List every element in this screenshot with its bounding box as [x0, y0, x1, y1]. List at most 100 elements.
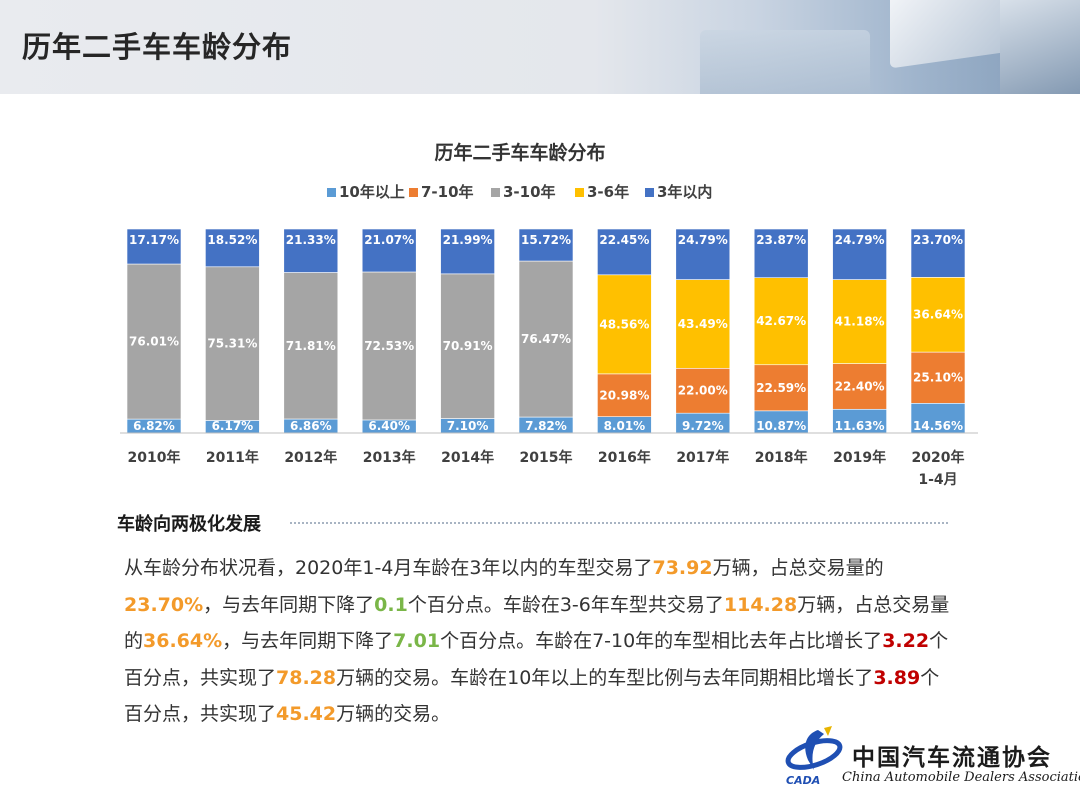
data-label: 9.72%: [682, 419, 724, 433]
bar-segment: [126, 228, 182, 265]
data-label: 75.31%: [207, 337, 257, 351]
dotted-divider: [290, 522, 948, 524]
data-label: 22.59%: [756, 381, 806, 395]
analysis-paragraph: 从车龄分布状况看，2020年1-4月车龄在3年以内的车型交易了73.92万辆，占…: [124, 550, 954, 733]
x-tick-label: 2015年: [520, 449, 573, 466]
bar-segment: [675, 228, 731, 280]
cada-emblem-icon: [785, 726, 843, 770]
body-text-10: 个百分点，共实现了: [124, 666, 940, 726]
data-label: 71.81%: [286, 339, 336, 353]
body-text-4: 个百分点。车龄在3-6年车型共交易了: [407, 593, 724, 616]
legend-item: 7-10年: [409, 183, 474, 201]
data-label: 11.63%: [835, 419, 885, 433]
chart-title: 历年二手车车龄分布: [434, 141, 605, 164]
data-label: 10.87%: [756, 419, 806, 433]
data-label: 48.56%: [599, 317, 649, 331]
bar-segment: [910, 228, 966, 278]
bar-segment: [518, 228, 574, 262]
x-tick-label: 2014年: [441, 449, 494, 466]
x-axis-ticks: 2010年 2011年 2012年 2013年 2014年 2015年 2016年 2017年…: [128, 449, 965, 488]
data-label: 43.49%: [678, 317, 728, 331]
bar-segment: [126, 263, 182, 420]
x-tick-label: 2010年: [128, 449, 181, 466]
page-title: 历年二手车车龄分布: [22, 30, 293, 64]
data-label: 21.07%: [364, 233, 414, 247]
bar-segment: [910, 351, 966, 404]
body-text-6: ，与去年同期下降了: [222, 630, 394, 652]
value-3yr-share: 23.70%: [124, 593, 204, 616]
logo-chinese-name: 中国汽车流通协会: [852, 744, 1052, 771]
x-tick-label: 2011年: [206, 449, 259, 466]
value-3-6yr-decline: 7.01: [393, 630, 441, 652]
data-label: 21.99%: [443, 233, 493, 247]
bar-segment: [518, 260, 574, 418]
legend-swatch: [645, 188, 654, 197]
bar-segment: [283, 272, 339, 420]
data-label: 21.33%: [286, 233, 336, 247]
legend-item: 3-10年: [491, 183, 556, 201]
data-label: 8.01%: [604, 419, 646, 433]
legend-swatch: [575, 188, 584, 197]
bar-segment: [597, 228, 652, 276]
data-label: 6.40%: [368, 419, 410, 433]
stacked-bar-chart: 历年二手车车龄分布 10年以上 7-10年 3-10年 3-6年 3年以内 6.82% 7…: [120, 141, 978, 488]
data-label: 6.86%: [290, 419, 332, 433]
body-text-1: 从车龄分布状况看，2020年1-4月车龄在3年以内的车型交易了: [124, 557, 653, 579]
cada-logo: CADA 中国汽车流通协会 China Automobile Dealers A…: [784, 724, 1080, 793]
body-text-5: 万辆，占总交易量的: [124, 593, 950, 653]
chart-bars: 6.82% 76.01% 17.17% 6.17% 75.31% 18.52% 6.86% 7…: [126, 228, 966, 434]
legend-swatch: [327, 188, 336, 197]
x-tick-label: 2019年: [833, 449, 886, 466]
data-label: 70.91%: [443, 339, 493, 353]
data-label: 18.52%: [207, 233, 257, 247]
x-tick-label: 2013年: [363, 449, 416, 466]
data-label: 15.72%: [521, 233, 571, 247]
legend-label: 3年以内: [657, 183, 712, 201]
legend-swatch: [409, 188, 418, 197]
legend-label: 3-6年: [587, 183, 629, 201]
data-label: 76.47%: [521, 332, 571, 346]
decorative-cube: [700, 30, 870, 94]
data-label: 22.40%: [835, 379, 885, 393]
data-label: 7.10%: [447, 419, 489, 433]
section-heading: 车龄向两极化发展: [117, 514, 261, 535]
bar-segment: [753, 277, 809, 366]
legend-item: 10年以上: [327, 183, 405, 201]
x-tick-label: 2012年: [284, 449, 337, 466]
data-label: 25.10%: [913, 371, 963, 385]
data-label: 23.87%: [756, 233, 806, 247]
bar-segment: [832, 279, 887, 364]
bar-segment: [832, 363, 887, 410]
bar-segment: [832, 228, 887, 280]
legend-item: 3年以内: [645, 183, 712, 201]
data-label: 42.67%: [756, 314, 806, 328]
data-label: 22.00%: [678, 384, 728, 398]
value-7-10yr-volume: 78.28: [276, 666, 337, 689]
data-label: 14.56%: [913, 419, 963, 433]
bar-segment: [361, 271, 417, 421]
data-label: 7.82%: [525, 419, 567, 433]
data-label: 6.82%: [133, 419, 175, 433]
legend-item: 3-6年: [575, 183, 629, 201]
value-7-10yr-increase: 3.22: [882, 630, 930, 652]
legend-label: 10年以上: [339, 183, 405, 201]
legend-label: 7-10年: [421, 183, 474, 201]
legend-label: 3-10年: [503, 183, 556, 201]
data-label: 24.79%: [835, 233, 885, 247]
value-3yr-decline: 0.1: [374, 593, 408, 616]
body-text-2: 万辆，占总交易量的: [712, 557, 884, 579]
x-tick-label: 1-4月: [918, 472, 957, 488]
bar-segment: [440, 228, 495, 275]
data-label: 36.64%: [913, 308, 963, 322]
logo-english-name: China Automobile Dealers Association: [842, 770, 1080, 785]
data-label: 17.17%: [129, 233, 179, 247]
body-text-9: 万辆的交易。车龄在10年以上的车型比例与去年同期相比增长了: [336, 666, 874, 689]
bar-segment: [675, 279, 731, 369]
x-tick-label: 2016年: [598, 449, 651, 466]
body-text-7: 个百分点。车龄在7-10年的车型相比去年占比增长了: [440, 630, 883, 652]
data-label: 41.18%: [835, 315, 885, 329]
data-label: 23.70%: [913, 233, 963, 247]
bar-segment: [753, 364, 809, 412]
header-banner: 历年二手车车龄分布: [0, 0, 1080, 94]
x-tick-label: 2020年: [912, 449, 965, 466]
